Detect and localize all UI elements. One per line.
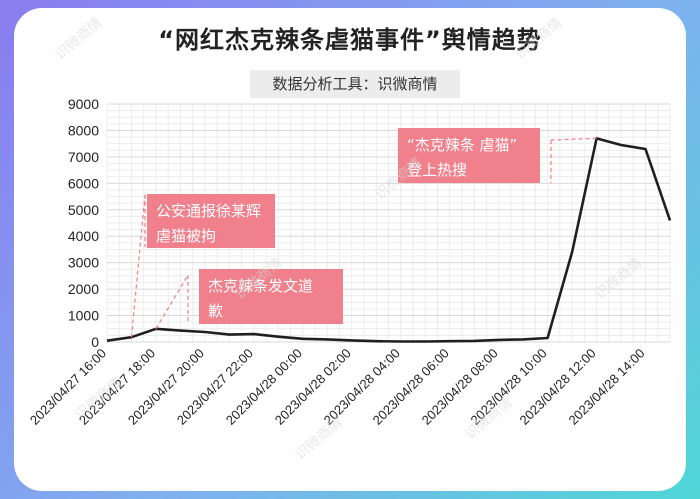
annotation-text: 公安通报徐某辉 xyxy=(156,202,261,220)
y-tick-label: 0 xyxy=(91,334,99,350)
annotation-text: 虐猫被拘 xyxy=(156,227,216,245)
annotation-leader xyxy=(130,194,146,338)
y-tick-label: 6000 xyxy=(68,175,99,191)
annotation-box xyxy=(398,128,540,183)
y-tick-label: 8000 xyxy=(68,122,99,138)
y-tick-label: 9000 xyxy=(68,96,99,112)
watermark: 识微商情 xyxy=(52,15,105,63)
y-tick-label: 3000 xyxy=(68,255,99,271)
watermark: 识微商情 xyxy=(512,15,565,63)
annotation-text: “杰克辣条 虐猫” xyxy=(407,136,517,154)
y-tick-label: 7000 xyxy=(68,149,99,165)
y-tick-label: 4000 xyxy=(68,228,99,244)
annotation-box xyxy=(147,194,275,248)
annotation-leader xyxy=(550,137,597,141)
chart-title: “网红杰克辣条虐猫事件”舆情趋势 xyxy=(158,26,542,54)
y-tick-label: 5000 xyxy=(68,202,99,218)
series-line xyxy=(106,137,672,343)
annotation-leader xyxy=(155,274,189,330)
annotation-text: 杰克辣条发文道 xyxy=(208,277,313,295)
watermark: 识微商情 xyxy=(292,415,345,463)
annotation-text: 歉 xyxy=(208,302,223,320)
chart-subtitle: 数据分析工具：识微商情 xyxy=(250,70,460,98)
y-tick-label: 1000 xyxy=(68,308,99,324)
y-tick-label: 2000 xyxy=(68,281,99,297)
annotation-text: 登上热搜 xyxy=(407,161,467,179)
annotation-box xyxy=(199,269,343,324)
